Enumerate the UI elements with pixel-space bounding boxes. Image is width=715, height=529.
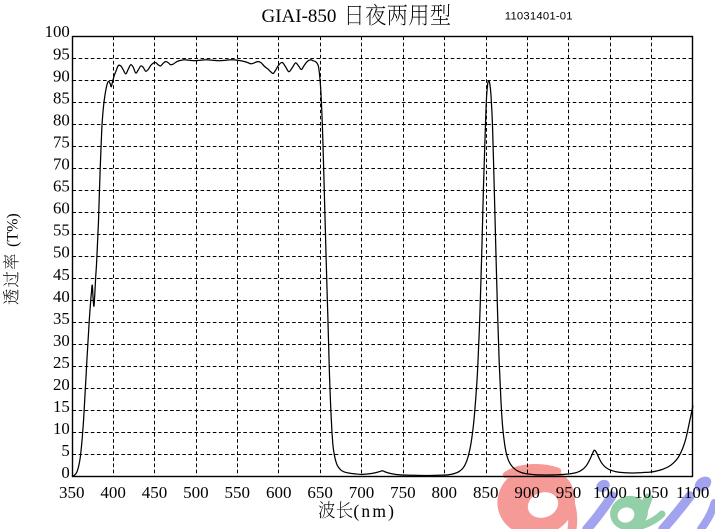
- svg-text:550: 550: [225, 483, 251, 502]
- svg-text:750: 750: [390, 483, 416, 502]
- svg-text:10: 10: [53, 419, 70, 438]
- svg-text:70: 70: [53, 155, 70, 174]
- svg-text:95: 95: [53, 44, 70, 63]
- svg-text:950: 950: [556, 483, 582, 502]
- svg-text:0: 0: [61, 463, 69, 482]
- svg-text:65: 65: [53, 177, 70, 196]
- svg-text:1000: 1000: [593, 483, 627, 502]
- svg-text:30: 30: [53, 331, 70, 350]
- svg-text:400: 400: [100, 483, 126, 502]
- svg-text:25: 25: [53, 353, 70, 372]
- svg-text:75: 75: [53, 132, 70, 151]
- svg-text:50: 50: [53, 243, 70, 262]
- svg-text:100: 100: [45, 22, 70, 41]
- svg-text:80: 80: [53, 110, 70, 129]
- svg-text:5: 5: [61, 441, 69, 460]
- svg-text:11031401-01: 11031401-01: [505, 10, 573, 22]
- svg-text:800: 800: [432, 483, 458, 502]
- svg-text:1100: 1100: [676, 483, 709, 502]
- svg-text:55: 55: [53, 221, 70, 240]
- svg-text:60: 60: [53, 199, 70, 218]
- svg-text:350: 350: [59, 483, 85, 502]
- svg-text:85: 85: [53, 88, 70, 107]
- svg-text:450: 450: [142, 483, 168, 502]
- svg-text:35: 35: [53, 309, 70, 328]
- svg-text:20: 20: [53, 375, 70, 394]
- svg-text:45: 45: [53, 265, 70, 284]
- svg-text:600: 600: [266, 483, 292, 502]
- svg-text:15: 15: [53, 397, 70, 416]
- svg-text:850: 850: [473, 483, 499, 502]
- svg-text:500: 500: [183, 483, 209, 502]
- svg-text:(nm): (nm): [353, 501, 396, 521]
- svg-text:GIAI-850: GIAI-850: [262, 6, 337, 27]
- svg-text:900: 900: [514, 483, 540, 502]
- svg-text:40: 40: [53, 287, 70, 306]
- svg-text:90: 90: [53, 66, 70, 85]
- svg-text:700: 700: [349, 483, 375, 502]
- svg-text:(T%): (T%): [5, 213, 22, 247]
- svg-text:650: 650: [307, 483, 333, 502]
- svg-text:1050: 1050: [634, 483, 668, 502]
